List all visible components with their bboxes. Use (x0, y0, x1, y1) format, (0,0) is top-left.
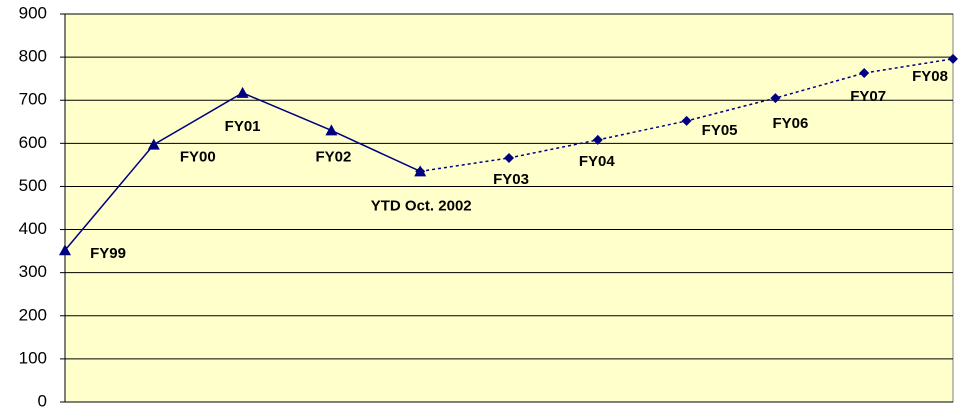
point-marker (59, 244, 71, 256)
point-marker (859, 68, 870, 79)
y-tick-label: 700 (19, 90, 47, 109)
y-tick-label: 500 (19, 176, 47, 195)
point-marker (236, 86, 249, 98)
y-tick-label: 200 (19, 305, 47, 324)
y-tick-label: 300 (19, 262, 47, 281)
y-tick-label: 100 (19, 348, 47, 367)
y-tick-label: 0 (38, 391, 47, 410)
category-label: FY00 (180, 149, 216, 166)
category-label: FY03 (493, 171, 529, 188)
category-label: FY08 (912, 68, 948, 85)
point-marker (415, 166, 426, 177)
point-marker (681, 115, 692, 126)
point-marker (948, 53, 958, 64)
category-label: FY07 (850, 88, 886, 105)
category-label: FY01 (225, 118, 261, 135)
category-label: FY02 (315, 148, 351, 165)
category-label: FY06 (772, 115, 808, 132)
category-label: FY05 (702, 122, 738, 139)
y-tick-label: 600 (19, 133, 47, 152)
y-tick-label: 400 (19, 219, 47, 238)
point-marker (325, 124, 338, 136)
point-marker (147, 138, 160, 150)
y-tick-label: 900 (19, 3, 47, 22)
category-label: YTD Oct. 2002 (371, 197, 472, 214)
y-tick-label: 800 (19, 47, 47, 66)
point-marker (592, 134, 603, 145)
plot-area (64, 13, 954, 403)
point-marker (770, 93, 781, 104)
point-marker (504, 152, 514, 163)
category-label: FY04 (579, 153, 616, 170)
category-label: FY99 (90, 245, 126, 262)
